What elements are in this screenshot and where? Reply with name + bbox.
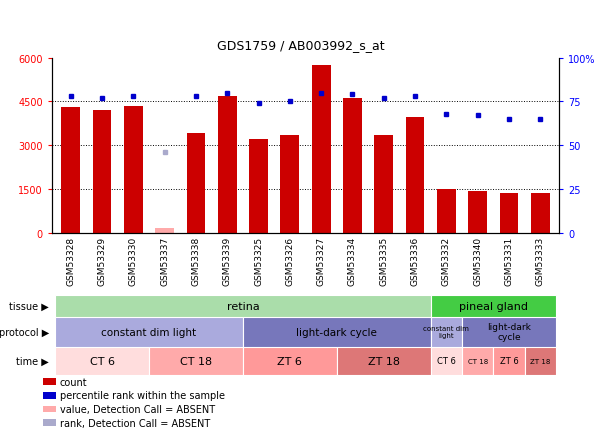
Text: GSM53334: GSM53334: [348, 236, 357, 285]
Bar: [374, 136, 393, 233]
Bar: [155, 228, 174, 233]
Text: retina: retina: [227, 301, 259, 311]
Bar: [249, 140, 268, 233]
Text: GSM53329: GSM53329: [97, 236, 106, 285]
Bar: [343, 99, 362, 233]
Text: ZT 6: ZT 6: [499, 356, 518, 365]
Text: GSM53333: GSM53333: [535, 236, 545, 285]
Text: GDS1759 / AB003992_s_at: GDS1759 / AB003992_s_at: [217, 39, 384, 52]
Text: CT 18: CT 18: [468, 358, 488, 364]
Text: GSM53339: GSM53339: [223, 236, 232, 285]
Bar: [43, 420, 55, 426]
Text: GSM53330: GSM53330: [129, 236, 138, 285]
Text: GSM53325: GSM53325: [254, 236, 263, 285]
Text: GSM53328: GSM53328: [66, 236, 75, 285]
Bar: [431, 295, 556, 317]
Text: GSM53337: GSM53337: [160, 236, 169, 285]
Bar: [337, 347, 431, 375]
Text: GSM53326: GSM53326: [285, 236, 294, 285]
Text: percentile rank within the sample: percentile rank within the sample: [59, 390, 225, 400]
Text: GSM53331: GSM53331: [504, 236, 513, 285]
Text: CT 6: CT 6: [90, 356, 115, 366]
Text: tissue ▶: tissue ▶: [9, 301, 49, 311]
Bar: [93, 111, 111, 233]
Text: light-dark
cycle: light-dark cycle: [487, 322, 531, 342]
Text: pineal gland: pineal gland: [459, 301, 528, 311]
Text: ZT 6: ZT 6: [278, 356, 302, 366]
Text: GSM53340: GSM53340: [473, 236, 482, 285]
Bar: [468, 191, 487, 233]
Text: rank, Detection Call = ABSENT: rank, Detection Call = ABSENT: [59, 418, 210, 428]
Bar: [243, 347, 337, 375]
Bar: [61, 108, 80, 233]
Bar: [437, 190, 456, 233]
Bar: [55, 317, 243, 347]
Bar: [525, 347, 556, 375]
Bar: [55, 295, 431, 317]
Bar: [124, 106, 143, 233]
Text: protocol ▶: protocol ▶: [0, 327, 49, 337]
Bar: [149, 347, 243, 375]
Text: value, Detection Call = ABSENT: value, Detection Call = ABSENT: [59, 404, 215, 414]
Text: CT 6: CT 6: [437, 356, 456, 365]
Bar: [186, 134, 206, 233]
Text: GSM53335: GSM53335: [379, 236, 388, 285]
Bar: [43, 406, 55, 412]
Text: count: count: [59, 377, 87, 387]
Bar: [43, 392, 55, 399]
Text: GSM53332: GSM53332: [442, 236, 451, 285]
Bar: [218, 96, 237, 233]
Text: constant dim light: constant dim light: [102, 327, 197, 337]
Text: ZT 18: ZT 18: [530, 358, 551, 364]
Text: GSM53336: GSM53336: [410, 236, 419, 285]
Text: CT 18: CT 18: [180, 356, 212, 366]
Text: ZT 18: ZT 18: [368, 356, 400, 366]
Text: time ▶: time ▶: [16, 356, 49, 366]
Bar: [431, 317, 462, 347]
Bar: [312, 66, 331, 233]
Bar: [493, 347, 525, 375]
Bar: [431, 347, 462, 375]
Bar: [531, 194, 549, 233]
Bar: [499, 194, 518, 233]
Bar: [243, 317, 431, 347]
Text: GSM53338: GSM53338: [192, 236, 201, 285]
Bar: [462, 317, 556, 347]
Bar: [406, 118, 424, 233]
Text: light-dark cycle: light-dark cycle: [296, 327, 377, 337]
Bar: [462, 347, 493, 375]
Bar: [281, 136, 299, 233]
Bar: [55, 347, 149, 375]
Text: constant dim
light: constant dim light: [423, 326, 469, 339]
Bar: [43, 378, 55, 385]
Text: GSM53327: GSM53327: [317, 236, 326, 285]
